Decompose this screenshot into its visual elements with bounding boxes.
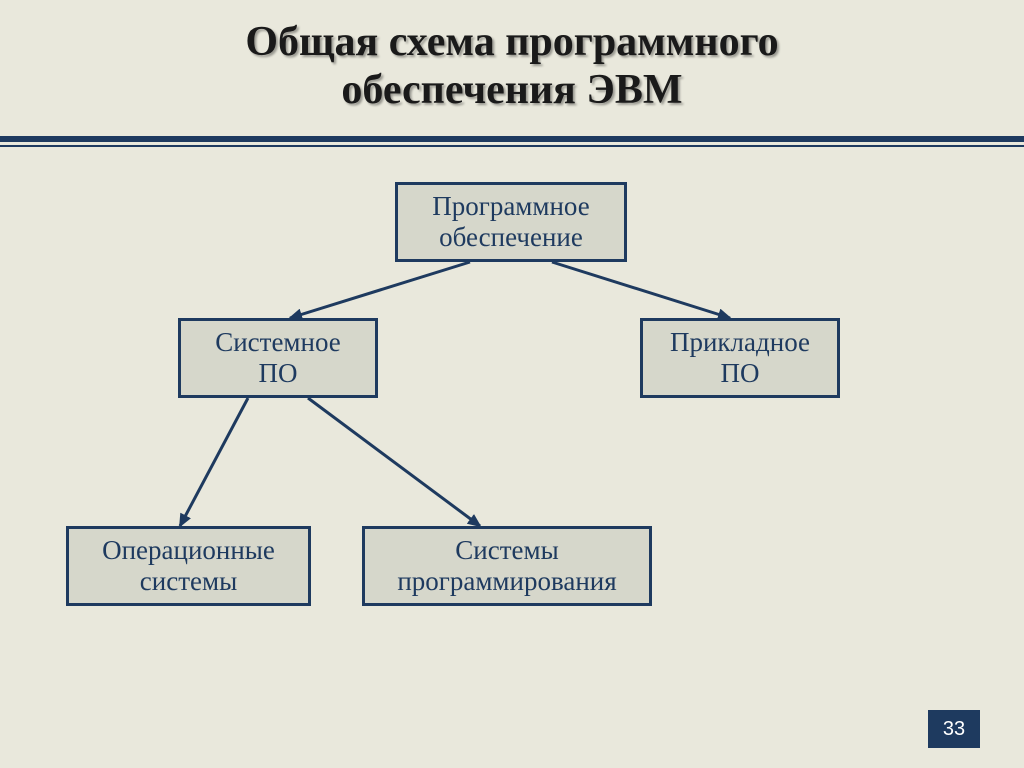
node-applied: Прикладное ПО	[640, 318, 840, 398]
node-prog: Системы программирования	[362, 526, 652, 606]
node-prog-l2: программирования	[397, 566, 616, 596]
node-applied-l1: Прикладное	[670, 327, 810, 357]
node-root-l1: Программное	[432, 191, 590, 221]
arrow	[180, 398, 248, 526]
title-line1: Общая схема программного	[245, 19, 778, 65]
node-system: Системное ПО	[178, 318, 378, 398]
horizontal-rule-thin	[0, 145, 1024, 147]
horizontal-rule-thick	[0, 136, 1024, 142]
page-number: 33	[943, 718, 965, 741]
node-os: Операционные системы	[66, 526, 311, 606]
page-number-box: 33	[928, 710, 980, 748]
node-prog-l1: Системы	[455, 535, 558, 565]
arrow	[290, 262, 470, 318]
arrow	[552, 262, 730, 318]
node-system-l2: ПО	[258, 358, 297, 388]
slide: Общая схема программного обеспечения ЭВМ…	[0, 0, 1024, 768]
node-root-l2: обеспечение	[439, 222, 583, 252]
node-os-l2: системы	[140, 566, 237, 596]
node-system-l1: Системное	[215, 327, 341, 357]
title-line2: обеспечения ЭВМ	[341, 67, 682, 113]
node-os-l1: Операционные	[102, 535, 275, 565]
arrows-layer	[0, 0, 1024, 768]
node-root: Программное обеспечение	[395, 182, 627, 262]
slide-title: Общая схема программного обеспечения ЭВМ	[0, 18, 1024, 115]
arrow	[308, 398, 480, 526]
node-applied-l2: ПО	[721, 358, 760, 388]
